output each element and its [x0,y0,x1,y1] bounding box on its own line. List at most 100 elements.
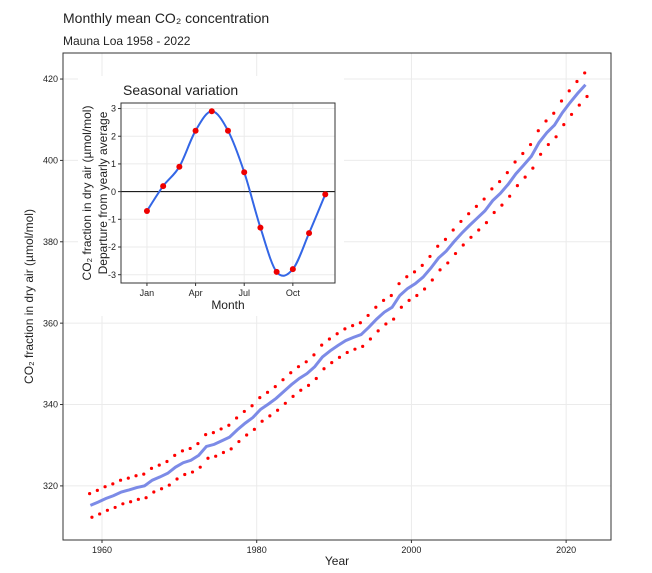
data-point [167,483,171,487]
data-point [180,449,185,453]
y-tick-label: 2 [111,131,116,141]
data-point [176,163,183,170]
data-point [129,500,133,504]
data-point [327,337,332,341]
data-point [273,385,277,389]
data-point [134,474,138,478]
data-point [320,343,324,347]
data-point [436,244,440,248]
data-point [569,112,574,117]
data-point [275,408,280,412]
data-point [397,282,401,286]
data-point [237,439,241,444]
data-point [446,261,450,265]
data-point [461,243,465,247]
data-point [345,350,349,355]
data-point [389,293,393,298]
data-point [438,268,442,272]
x-tick-label: 2000 [401,545,421,555]
data-point [515,184,519,188]
data-point [322,367,326,371]
y-tick-label: 0 [111,187,116,197]
y-tick-label: 1 [111,159,116,169]
data-point [257,224,264,231]
plot-border [62,52,612,541]
data-point [451,228,455,232]
data-point [219,427,223,431]
data-point [500,203,504,207]
x-tick-label: Jan [140,288,155,298]
data-point [95,488,99,492]
data-point [296,365,301,369]
data-point [335,332,339,336]
data-point [103,485,107,489]
data-point [482,197,486,201]
y-tick-label: -1 [108,214,116,224]
data-point [575,79,579,84]
data-point [384,322,388,326]
data-point [407,298,411,302]
data-point [330,361,334,365]
data-point [412,270,417,274]
x-tick-label: 1960 [92,545,112,555]
data-point [196,441,200,446]
data-point [477,228,481,232]
data-point [143,208,150,214]
y-tick-label: 420 [43,74,58,84]
data-point [399,305,403,309]
data-point [492,210,496,215]
data-point [281,378,285,382]
data-point [144,496,148,500]
data-point [453,251,458,256]
data-point [160,183,167,190]
data-point [227,423,231,427]
data-point [152,490,156,494]
data-point [523,175,527,179]
y-tick-label: 400 [43,156,58,166]
data-point [242,409,246,414]
data-point [126,476,130,480]
data-point [225,127,231,134]
data-point [88,492,92,496]
data-point [513,160,517,164]
data-point [443,237,448,241]
data-point [322,191,329,198]
data-point [521,151,525,156]
data-point [159,487,164,491]
data-point [498,179,502,184]
y-tick-label: 360 [43,318,58,328]
data-point [260,419,264,423]
data-point [221,450,226,455]
data-point [469,235,473,239]
data-point [539,152,543,156]
data-point [554,135,558,139]
data-point [283,401,287,405]
data-line [89,83,587,507]
y-tick-label: -2 [108,242,116,252]
y-tick-label: 340 [43,400,58,410]
data-point [98,512,102,516]
x-tick-label: 1980 [247,545,267,555]
data-point [420,263,424,267]
data-point [190,470,195,474]
data-point [415,293,419,298]
x-tick-label: Oct [286,288,301,298]
x-tick-label: 2020 [556,545,576,555]
data-point [245,433,249,437]
data-point [304,360,308,364]
data-point [198,465,202,469]
data-point [206,456,210,460]
data-point [157,463,161,467]
data-point [192,127,199,134]
data-point [241,169,248,176]
data-point [273,268,280,275]
data-point [289,371,293,375]
data-point [211,430,215,435]
data-point [562,123,566,127]
data-point [149,466,154,470]
data-point [490,187,494,191]
data-point [214,454,218,458]
y-tick-label: 380 [43,237,58,247]
data-point [559,99,564,103]
